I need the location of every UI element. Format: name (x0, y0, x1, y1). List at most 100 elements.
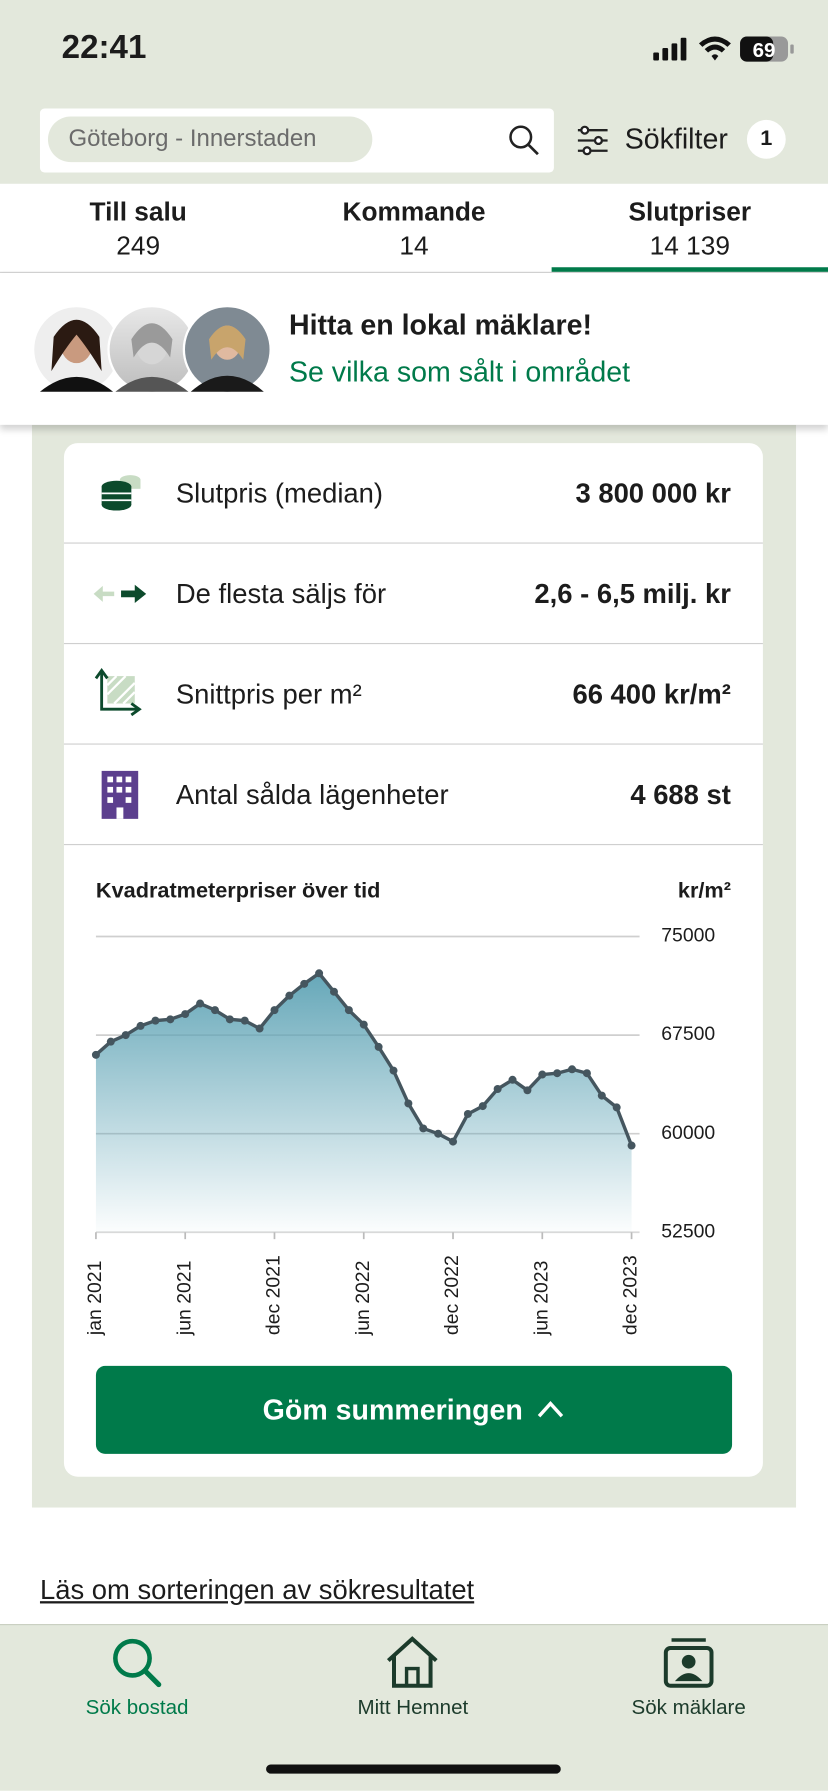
point (389, 1066, 398, 1075)
area-icon (94, 667, 142, 717)
agent-nav-icon (663, 1638, 714, 1688)
battery-level: 69 (753, 39, 776, 62)
y-tick-label: 52500 (661, 1220, 715, 1242)
point (344, 1006, 353, 1015)
stat-value: 2,6 - 6,5 milj. kr (534, 579, 731, 610)
point (449, 1137, 458, 1146)
search-chip[interactable]: Göteborg - Innerstaden (47, 116, 373, 163)
stat-value: 3 800 000 kr (575, 478, 731, 510)
tab-count[interactable]: 249 (116, 230, 161, 261)
point (612, 1103, 621, 1112)
point (404, 1099, 413, 1108)
nav-icons (113, 1636, 714, 1688)
chart: Kvadratmeterpriser över tid kr/m² 52500 6… (84, 878, 731, 1336)
stat-label: Slutpris (median) (175, 478, 384, 510)
tab-count[interactable]: 14 139 (649, 230, 730, 261)
range-icon (93, 584, 147, 604)
home-indicator (266, 1764, 561, 1774)
point (300, 979, 309, 988)
stat-label: De flesta säljs för (175, 579, 387, 610)
point (91, 1050, 100, 1059)
point (285, 991, 294, 1000)
point (225, 1015, 234, 1024)
tab-bar (0, 183, 828, 273)
y-tick-label: 67500 (661, 1023, 715, 1045)
point (374, 1042, 383, 1051)
x-tick-label: jun 2023 (530, 1261, 552, 1336)
x-tick-label: jun 2021 (173, 1261, 195, 1336)
agent-banner[interactable]: Hitta en lokal mäklare! Se vilka som sål… (0, 272, 828, 425)
point (181, 1010, 190, 1019)
stat-divider (63, 542, 763, 544)
stat-icons (93, 475, 147, 819)
point (493, 1084, 502, 1093)
building-icon (101, 770, 139, 819)
stat-value: 4 688 st (630, 780, 731, 811)
point (582, 1069, 591, 1078)
stat-label: Antal sålda lägenheter (175, 780, 449, 811)
chart-title: Kvadratmeterpriser över tid (96, 878, 380, 903)
point (538, 1070, 547, 1079)
point (553, 1069, 562, 1078)
status-time: 22:41 (61, 29, 147, 67)
status-icons: 69 (653, 36, 794, 62)
x-tick-label: dec 2023 (620, 1255, 642, 1335)
home-nav-icon (386, 1636, 438, 1688)
filter-icon[interactable] (576, 125, 613, 156)
search-nav-icon (113, 1638, 162, 1688)
point (151, 1016, 160, 1025)
point (627, 1141, 636, 1150)
point (597, 1091, 606, 1100)
banner-title: Hitta en lokal mäklare! (288, 309, 593, 342)
tab-indicator (551, 267, 828, 272)
point (419, 1124, 428, 1133)
tab-label[interactable]: Slutpriser (628, 196, 752, 227)
collapse-button-label: Göm summeringen (262, 1394, 523, 1427)
point (329, 987, 338, 996)
tab-label[interactable]: Kommande (342, 196, 486, 227)
nav-label[interactable]: Mitt Hemnet (357, 1695, 469, 1719)
nav-label[interactable]: Sök mäklare (631, 1695, 746, 1719)
point (434, 1129, 443, 1138)
sorting-link[interactable]: Läs om sorteringen av sökresultatet (39, 1574, 475, 1606)
x-tick-label: jun 2022 (352, 1261, 374, 1336)
tab-count[interactable]: 14 (399, 230, 429, 261)
stat-divider (63, 843, 763, 846)
x-tick-label: dec 2022 (441, 1255, 463, 1335)
agent-avatars (31, 304, 272, 395)
point (106, 1037, 115, 1046)
search-icon[interactable] (507, 123, 541, 157)
point (121, 1031, 130, 1040)
point (255, 1024, 264, 1033)
collapse-button[interactable]: Göm summeringen (95, 1365, 733, 1454)
point (240, 1016, 249, 1025)
y-axis-unit: kr/m² (678, 878, 731, 903)
bottom-nav (0, 1624, 828, 1791)
stat-divider (63, 743, 763, 745)
y-tick-label: 75000 (661, 925, 715, 947)
chevron-up (537, 1401, 564, 1418)
point (196, 999, 205, 1008)
point (478, 1102, 487, 1111)
point (359, 1020, 368, 1029)
stat-label: Snittpris per m² (175, 679, 362, 711)
point (463, 1109, 472, 1118)
tab-label[interactable]: Till salu (89, 196, 187, 227)
nav-label[interactable]: Sök bostad (85, 1695, 189, 1719)
stat-divider (63, 642, 763, 645)
coins-icon (101, 475, 141, 511)
filter-label[interactable]: Sökfilter (624, 123, 728, 156)
point (270, 1006, 279, 1015)
point (166, 1015, 175, 1024)
area-fill (95, 973, 632, 1233)
stat-value: 66 400 kr/m² (572, 679, 731, 711)
banner-link[interactable]: Se vilka som sålt i området (288, 356, 631, 389)
x-tick-label: jan 2021 (84, 1261, 106, 1336)
x-tick-label: dec 2021 (263, 1255, 285, 1335)
y-tick-label: 60000 (661, 1122, 715, 1144)
point (568, 1065, 577, 1074)
point (523, 1086, 532, 1095)
